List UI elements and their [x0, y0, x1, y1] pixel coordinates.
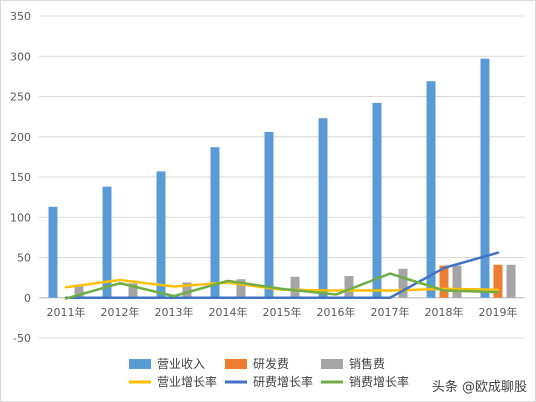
bar — [398, 268, 408, 298]
legend-label: 销费增长率 — [349, 374, 409, 389]
bar — [426, 81, 436, 298]
y-tick-label: 150 — [10, 171, 31, 184]
legend-swatch — [321, 359, 343, 369]
bar — [344, 276, 354, 298]
x-tick-label: 2017年 — [371, 305, 410, 319]
bar — [182, 282, 192, 298]
watermark: 头条 @欧成聊股 — [431, 380, 527, 395]
x-tick-label: 2018年 — [425, 305, 464, 319]
bar — [452, 265, 462, 298]
x-tick-label: 2012年 — [101, 305, 140, 319]
legend-swatch — [225, 359, 247, 369]
legend-label: 研发费 — [253, 356, 289, 371]
legend-label: 营业收入 — [157, 357, 205, 371]
y-tick-label: 0 — [24, 292, 31, 305]
legend-swatch — [129, 359, 151, 369]
y-tick-label: 50 — [17, 252, 31, 265]
y-tick-label: 300 — [10, 50, 31, 63]
series-line — [64, 251, 500, 299]
bar — [102, 186, 112, 298]
bar — [493, 264, 503, 298]
x-tick-label: 2014年 — [209, 305, 248, 319]
y-tick-label: 350 — [10, 10, 31, 23]
x-tick-label: 2011年 — [47, 305, 86, 319]
legend-label: 销售费 — [349, 356, 385, 371]
bar — [236, 279, 246, 298]
bar — [128, 283, 138, 298]
bar — [156, 171, 166, 298]
bar — [290, 276, 300, 298]
legend-label: 研费增长率 — [253, 374, 313, 389]
y-tick-label: -50 — [13, 332, 31, 345]
x-tick-label: 2013年 — [155, 305, 194, 319]
series-line — [64, 272, 500, 300]
bar — [372, 102, 382, 298]
x-tick-label: 2019年 — [479, 305, 518, 319]
bar — [318, 118, 328, 298]
y-tick-label: 250 — [10, 91, 31, 104]
legend-label: 营业增长率 — [157, 374, 217, 389]
bar — [264, 131, 274, 298]
x-tick-label: 2016年 — [317, 305, 356, 319]
bar — [439, 265, 449, 298]
bar — [210, 147, 220, 298]
y-tick-label: 100 — [10, 211, 31, 224]
bar — [48, 206, 58, 298]
bar — [506, 264, 516, 298]
bar — [480, 58, 490, 298]
x-tick-label: 2015年 — [263, 305, 302, 319]
bar — [74, 285, 84, 298]
y-tick-label: 200 — [10, 131, 31, 144]
